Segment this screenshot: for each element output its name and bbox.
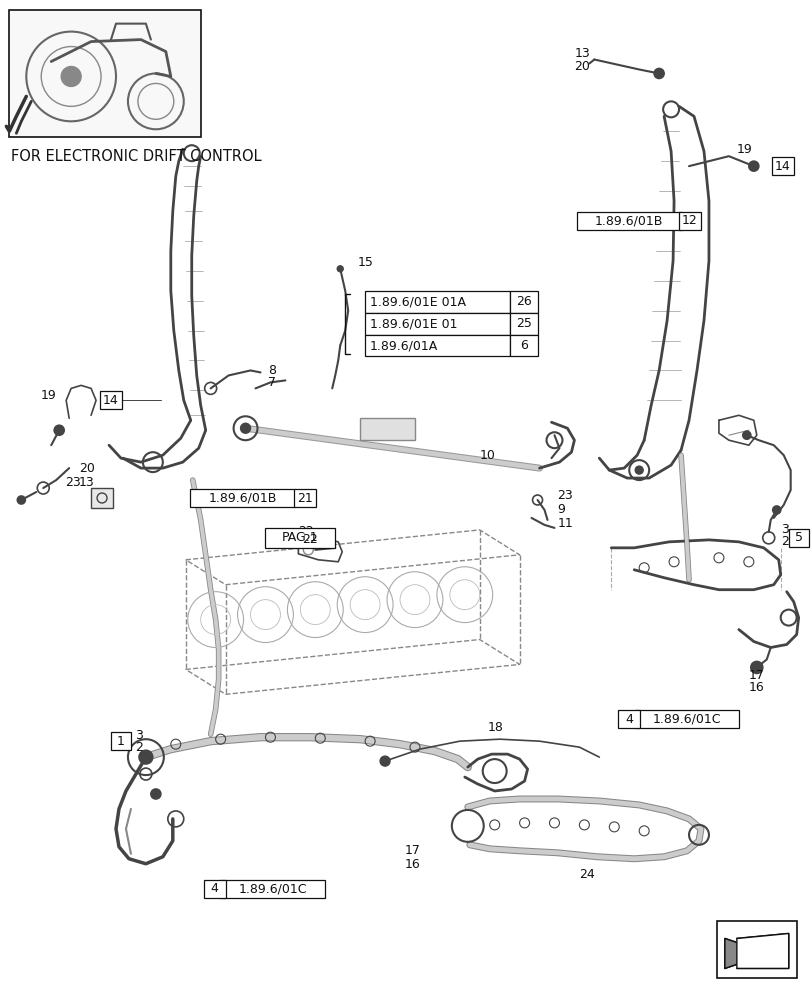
Bar [365, 291, 509, 313]
Text: 1.89.6/01E 01A: 1.89.6/01E 01A [370, 295, 466, 308]
Bar [360, 418, 414, 440]
Text: 11: 11 [557, 517, 573, 530]
Text: 4: 4 [211, 882, 218, 895]
Text: 8: 8 [268, 364, 276, 377]
Circle shape [750, 661, 762, 673]
Text: 23: 23 [65, 476, 81, 489]
Bar [111, 732, 131, 750]
Text: 3: 3 [135, 729, 143, 742]
Bar [716, 921, 796, 978]
Text: 17: 17 [405, 844, 420, 857]
Text: 1.89.6/01E 01: 1.89.6/01E 01 [370, 317, 457, 330]
Bar [10, 10, 200, 137]
Text: 1.89.6/01A: 1.89.6/01A [370, 339, 438, 352]
Circle shape [61, 66, 81, 86]
Circle shape [337, 266, 343, 272]
Text: 3: 3 [779, 523, 787, 536]
Bar [576, 212, 680, 230]
Text: 6: 6 [519, 339, 527, 352]
Bar [190, 489, 294, 507]
Polygon shape [736, 934, 787, 968]
Bar [617, 710, 639, 728]
Text: 14: 14 [103, 394, 118, 407]
Circle shape [240, 423, 251, 433]
Text: 5: 5 [794, 531, 801, 544]
Text: 23: 23 [557, 489, 573, 502]
Text: 22: 22 [298, 525, 314, 538]
Bar [204, 880, 225, 898]
Bar [509, 291, 537, 313]
Text: 1.89.6/01B: 1.89.6/01B [208, 492, 277, 505]
Bar [365, 313, 509, 335]
Circle shape [17, 496, 25, 504]
Bar [509, 335, 537, 356]
Text: 1.89.6/01C: 1.89.6/01C [238, 882, 307, 895]
Text: 22: 22 [302, 533, 318, 546]
Bar [220, 880, 324, 898]
Text: 14: 14 [774, 160, 790, 173]
Text: 9: 9 [557, 503, 564, 516]
Bar [294, 489, 316, 507]
Bar [678, 212, 700, 230]
Text: 15: 15 [358, 256, 374, 269]
Text: 25: 25 [515, 317, 531, 330]
Text: 1.89.6/01C: 1.89.6/01C [652, 713, 720, 726]
Bar [787, 529, 808, 547]
Bar [634, 710, 739, 728]
Text: 10: 10 [479, 449, 495, 462]
Text: 20: 20 [79, 462, 95, 475]
Polygon shape [724, 938, 768, 968]
Circle shape [654, 68, 663, 78]
Text: 19: 19 [736, 143, 752, 156]
Bar [365, 335, 509, 356]
Circle shape [748, 161, 757, 171]
Text: 12: 12 [681, 214, 697, 227]
Circle shape [772, 506, 779, 514]
Text: 13: 13 [573, 47, 590, 60]
Text: 2: 2 [135, 741, 143, 754]
Circle shape [54, 425, 64, 435]
Text: 1: 1 [117, 735, 125, 748]
Text: 1.89.6/01B: 1.89.6/01B [594, 214, 663, 227]
Text: 4: 4 [624, 713, 633, 726]
Circle shape [742, 431, 750, 439]
Circle shape [380, 756, 389, 766]
Bar [509, 313, 537, 335]
Text: 16: 16 [748, 681, 764, 694]
Text: 7: 7 [268, 376, 276, 389]
Text: FOR ELECTRONIC DRIFT CONTROL: FOR ELECTRONIC DRIFT CONTROL [11, 149, 262, 164]
Text: PAG.1: PAG.1 [281, 531, 318, 544]
Text: 16: 16 [405, 858, 420, 871]
Bar [265, 528, 335, 548]
Text: 26: 26 [515, 295, 531, 308]
Circle shape [151, 789, 161, 799]
Text: 24: 24 [579, 868, 594, 881]
Bar [100, 391, 122, 409]
Text: 13: 13 [79, 476, 95, 489]
Text: 21: 21 [297, 492, 313, 505]
Bar [91, 488, 113, 508]
Text: 18: 18 [487, 721, 503, 734]
Bar [770, 157, 792, 175]
Text: 20: 20 [573, 60, 590, 73]
Text: 17: 17 [748, 669, 764, 682]
Text: 19: 19 [41, 389, 56, 402]
Circle shape [634, 466, 642, 474]
Text: 2: 2 [779, 535, 787, 548]
Circle shape [139, 750, 152, 764]
